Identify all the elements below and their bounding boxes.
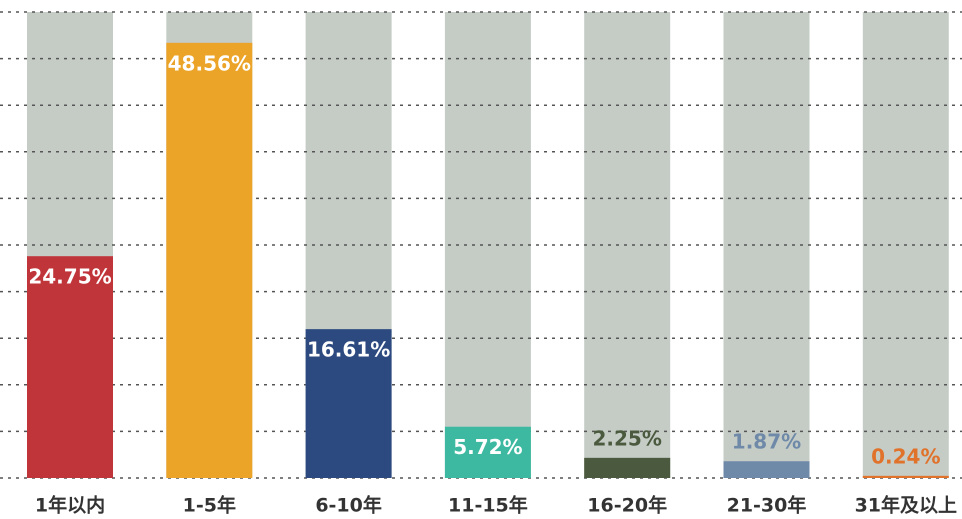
value-label: 24.75% xyxy=(28,265,111,289)
value-label: 0.24% xyxy=(871,444,940,468)
value-label: 1.87% xyxy=(732,430,801,454)
x-tick-label: 16-20年 xyxy=(587,494,667,517)
bar xyxy=(862,475,949,478)
x-tick-label: 21-30年 xyxy=(727,494,807,517)
value-label: 16.61% xyxy=(307,338,390,362)
value-label: 2.25% xyxy=(593,426,662,450)
x-tick-label: 31年及以上 xyxy=(855,494,957,517)
x-tick-label: 1-5年 xyxy=(183,494,236,517)
bar xyxy=(444,426,531,478)
x-tick-label: 1年以内 xyxy=(35,494,105,517)
value-label: 5.72% xyxy=(453,435,522,459)
x-tick-label: 6-10年 xyxy=(315,494,382,517)
bar-background xyxy=(584,12,671,478)
x-tick-label: 11-15年 xyxy=(448,494,528,517)
bar xyxy=(723,461,810,478)
bar-background xyxy=(444,12,531,478)
bar xyxy=(166,42,253,478)
value-label: 48.56% xyxy=(168,51,251,75)
bar xyxy=(27,256,113,478)
bar xyxy=(584,457,671,478)
bar xyxy=(305,329,392,478)
